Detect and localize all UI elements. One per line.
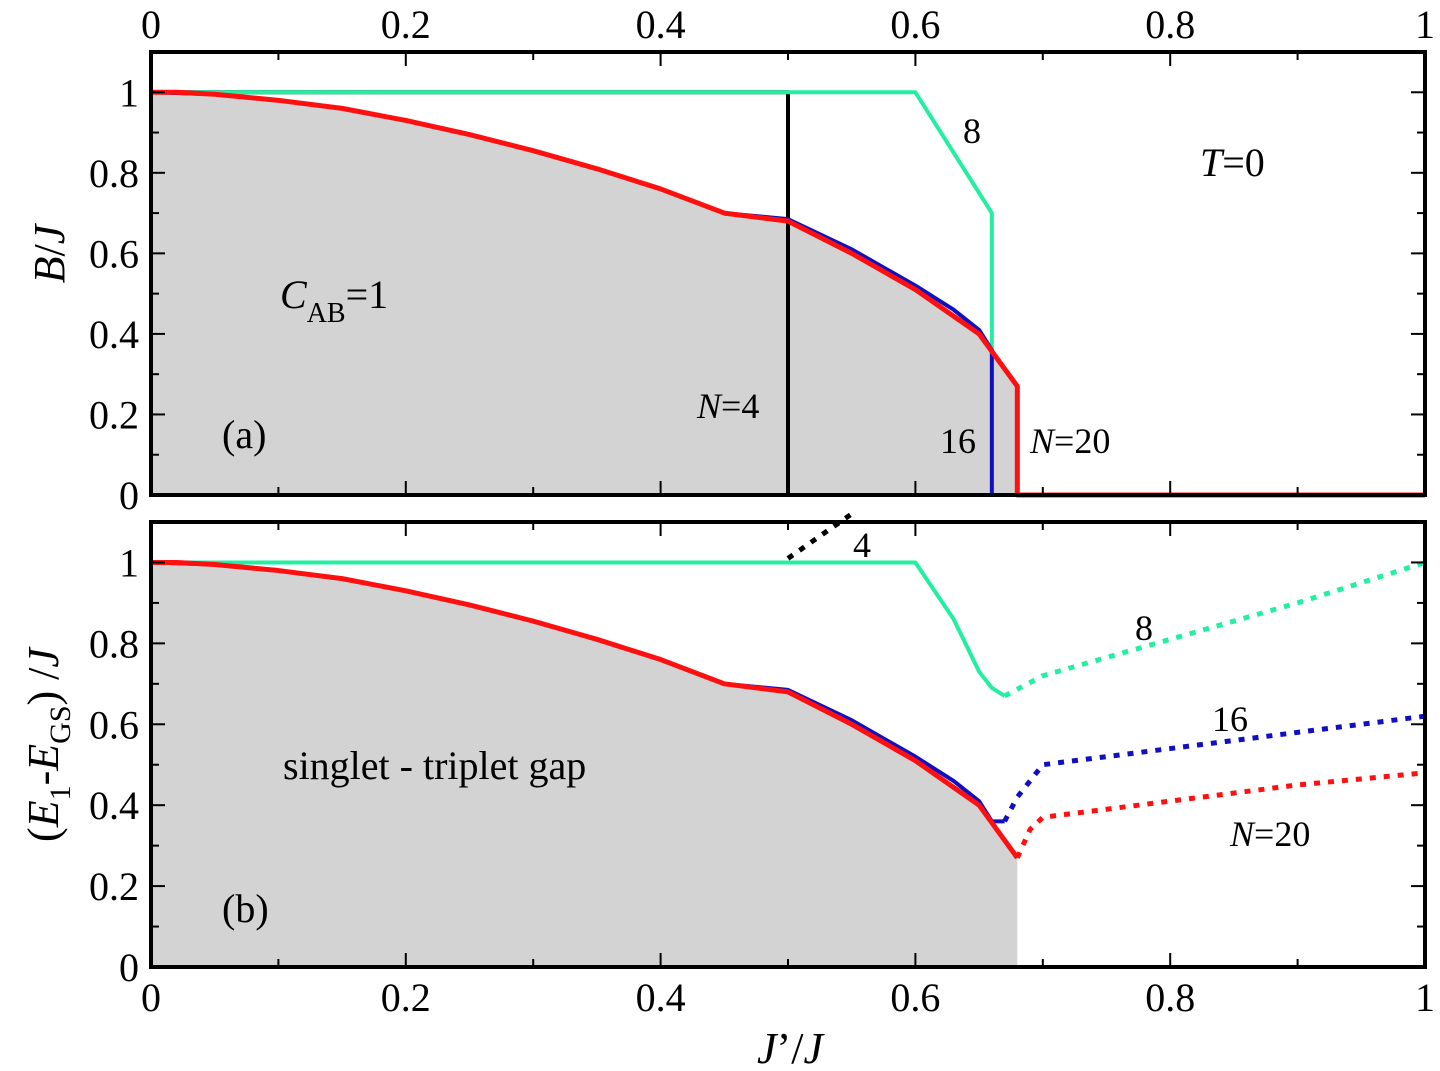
y-tick-label-a: 0 bbox=[119, 473, 139, 518]
series-label-n20-a: N=20 bbox=[1029, 421, 1110, 461]
y-axis-label-b: (E1-EGS) /J bbox=[19, 646, 77, 842]
x-tick-label-b: 0.8 bbox=[1145, 975, 1195, 1020]
y-axis-label-a: B/J bbox=[25, 222, 74, 283]
shaded-region-b bbox=[151, 562, 1018, 967]
gap-label: singlet - triplet gap bbox=[283, 743, 586, 788]
x-tick-label-a: 0 bbox=[141, 2, 161, 47]
x-tick-label-b: 0.6 bbox=[890, 975, 940, 1020]
y-tick-label-a: 0.4 bbox=[89, 312, 139, 357]
x-tick-label-a: 1 bbox=[1415, 2, 1435, 47]
series-n8-dotted-b bbox=[1003, 560, 1426, 699]
x-tick-label-b: 1 bbox=[1415, 975, 1435, 1020]
axes: 00.20.40.60.810 0.2 0.4 0.6 0.8 100.20.40.60.… bbox=[89, 2, 1435, 1020]
x-tick-label-a: 0.4 bbox=[636, 2, 686, 47]
y-tick-label-a: 0.2 bbox=[89, 392, 139, 437]
series-lines bbox=[150, 89, 1426, 860]
x-tick-label-b: 0 bbox=[141, 975, 161, 1020]
region-label-cab: CAB=1 bbox=[280, 272, 388, 329]
series-label-n16-b: 16 bbox=[1212, 699, 1248, 739]
y-tick-label-a: 1 bbox=[119, 70, 139, 115]
x-axis-label: J’/J bbox=[757, 1024, 825, 1071]
x-tick-label-b: 0.4 bbox=[636, 975, 686, 1020]
series-n20-dotted-b bbox=[1015, 770, 1426, 859]
x-tick-label-b: 0.2 bbox=[381, 975, 431, 1020]
y-tick-label-b: 1 bbox=[119, 540, 139, 585]
y-tick-label-a: 0.8 bbox=[89, 151, 139, 196]
y-tick-label-b: 0.4 bbox=[89, 783, 139, 828]
y-tick-label-b: 0.2 bbox=[89, 864, 139, 909]
series-label-n4-a: N=4 bbox=[696, 386, 759, 426]
x-tick-label-a: 0.2 bbox=[381, 2, 431, 47]
y-tick-label-b: 0 bbox=[119, 945, 139, 990]
x-tick-label-a: 0.6 bbox=[890, 2, 940, 47]
y-tick-label-b: 0.8 bbox=[89, 621, 139, 666]
series-n8-solid-b bbox=[151, 560, 1006, 698]
series-label-n16-a: 16 bbox=[940, 421, 976, 461]
series-label-n20-b: N=20 bbox=[1229, 814, 1310, 854]
series-n8-solid-a bbox=[151, 90, 994, 351]
series-n20-solid-a bbox=[151, 89, 1425, 498]
temperature-label: T=0 bbox=[1200, 140, 1265, 185]
series-label-n8-a: 8 bbox=[963, 111, 981, 151]
series-label-n4-b: 4 bbox=[853, 525, 871, 565]
y-tick-label-a: 0.6 bbox=[89, 231, 139, 276]
panel-b-label: (b) bbox=[222, 886, 269, 931]
panel-a-label: (a) bbox=[222, 412, 266, 457]
y-tick-label-b: 0.6 bbox=[89, 702, 139, 747]
series-n20-solid-b bbox=[151, 559, 1020, 860]
x-tick-label-a: 0.8 bbox=[1145, 2, 1195, 47]
series-label-n8-b: 8 bbox=[1135, 608, 1153, 648]
